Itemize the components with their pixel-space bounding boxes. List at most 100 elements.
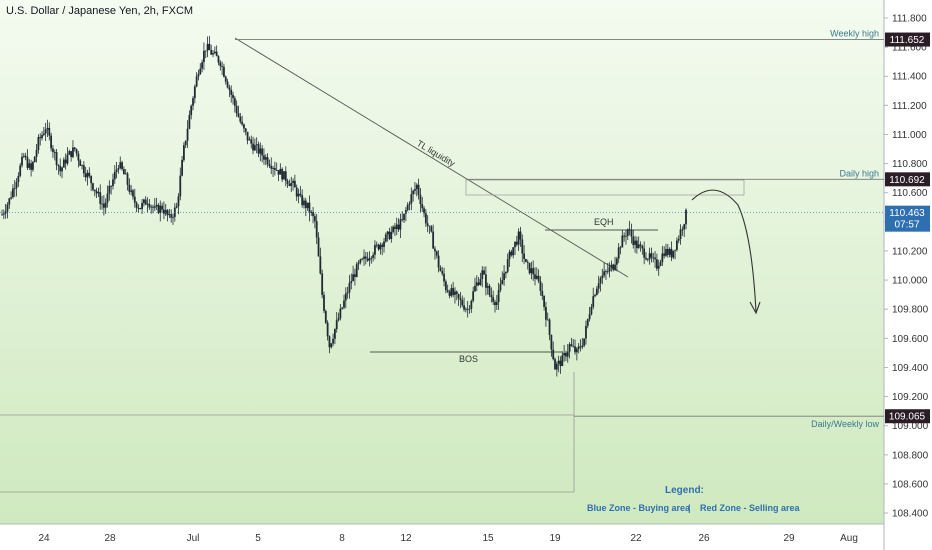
- candle-body: [310, 211, 313, 213]
- candle-body: [92, 183, 94, 190]
- candle-body: [379, 244, 382, 250]
- candle-body: [22, 155, 25, 157]
- candle-body: [655, 259, 658, 269]
- candle-body: [375, 244, 378, 246]
- candle-body: [545, 306, 547, 320]
- candle-body: [30, 163, 33, 170]
- candle-body: [197, 74, 200, 77]
- candle-body: [277, 170, 280, 175]
- time-tick-label: 5: [255, 533, 261, 544]
- candle-body: [672, 250, 675, 258]
- candle-body: [217, 56, 220, 63]
- candle-body: [668, 248, 671, 255]
- candle-body: [484, 274, 487, 288]
- candle-body: [444, 281, 447, 291]
- price-tick-label: 109.200: [892, 392, 929, 403]
- candle-body: [41, 134, 43, 139]
- candle-body: [164, 210, 167, 214]
- candle-body: [175, 206, 178, 208]
- candle-body: [481, 270, 484, 279]
- candle-body: [364, 256, 367, 259]
- price-axis[interactable]: 108.400 108.600 108.800 109.000 109.200 109.4…: [884, 14, 929, 520]
- candle-body: [474, 285, 476, 292]
- candle-body: [283, 171, 285, 180]
- candle-body: [42, 133, 45, 135]
- candle-body: [101, 203, 103, 205]
- candle-body: [503, 273, 505, 280]
- price-tick-label: 110.600: [892, 188, 928, 199]
- candle-body: [648, 253, 651, 260]
- candle-body: [241, 121, 244, 125]
- candle-body: [290, 182, 293, 186]
- candle-body: [366, 258, 369, 261]
- candle-body: [354, 274, 356, 277]
- candle-body: [681, 229, 684, 231]
- candle-body: [139, 208, 142, 210]
- candle-body: [293, 180, 296, 188]
- candle-body: [435, 251, 438, 256]
- candle-body: [419, 194, 422, 205]
- candle-body: [275, 169, 278, 171]
- candle-body: [8, 198, 11, 205]
- candle-body: [412, 190, 415, 195]
- candle-body: [335, 320, 338, 330]
- candle-body: [215, 51, 218, 57]
- candle-body: [677, 238, 680, 241]
- candle-body: [534, 274, 536, 279]
- price-tick-label: 108.800: [892, 450, 929, 461]
- candle-body: [674, 249, 676, 251]
- plot-background: [0, 0, 884, 524]
- candle-body: [423, 208, 425, 214]
- candle-body: [93, 189, 96, 192]
- candle-body: [272, 167, 274, 169]
- legend: Legend: Blue Zone - Buying area | Red Zo…: [587, 485, 801, 513]
- time-tick-label: Aug: [840, 533, 858, 544]
- candle-body: [606, 271, 609, 273]
- daily-high-label: Daily high: [839, 168, 879, 178]
- candle-body: [552, 349, 555, 360]
- candle-body: [532, 268, 535, 275]
- candle-body: [404, 210, 407, 214]
- candle-body: [317, 237, 320, 257]
- candle-body: [414, 189, 416, 191]
- candle-body: [195, 76, 198, 87]
- candle-body: [512, 247, 515, 256]
- candle-body: [203, 50, 205, 63]
- candle-body: [273, 167, 276, 170]
- candle-body: [446, 290, 449, 292]
- candle-body: [572, 345, 575, 347]
- projection-arrow: [691, 189, 757, 313]
- time-axis[interactable]: 24 28 Jul 5 8 12 15 19 22 26 29 Aug: [38, 533, 857, 544]
- candle-body: [581, 345, 584, 347]
- candle-body: [659, 262, 662, 266]
- candle-body: [137, 207, 140, 209]
- candle-body: [281, 168, 284, 180]
- candle-body: [113, 171, 116, 180]
- candle-body: [448, 291, 451, 296]
- candle-body: [395, 224, 398, 230]
- candle-body: [403, 213, 405, 221]
- candle-body: [48, 127, 51, 136]
- candle-body: [401, 219, 404, 221]
- price-tick-label: 110.800: [892, 159, 928, 170]
- candle-body: [303, 200, 305, 206]
- candle-body: [466, 308, 469, 310]
- candle-body: [594, 294, 596, 297]
- candle-body: [595, 288, 598, 295]
- candle-body: [670, 248, 673, 258]
- candle-body: [306, 202, 309, 209]
- candles[interactable]: [1, 35, 687, 377]
- daily-high-price-value: 110.692: [889, 175, 925, 186]
- candle-body: [2, 213, 5, 215]
- candle-body: [657, 265, 660, 269]
- candle-body: [639, 244, 642, 247]
- candle-body: [252, 143, 254, 151]
- candle-body: [506, 259, 509, 272]
- candle-body: [199, 68, 202, 75]
- candle-body: [266, 157, 269, 165]
- price-tick-label: 109.400: [892, 363, 929, 374]
- daily-high-price-tag: [885, 172, 930, 187]
- candle-body: [399, 219, 402, 230]
